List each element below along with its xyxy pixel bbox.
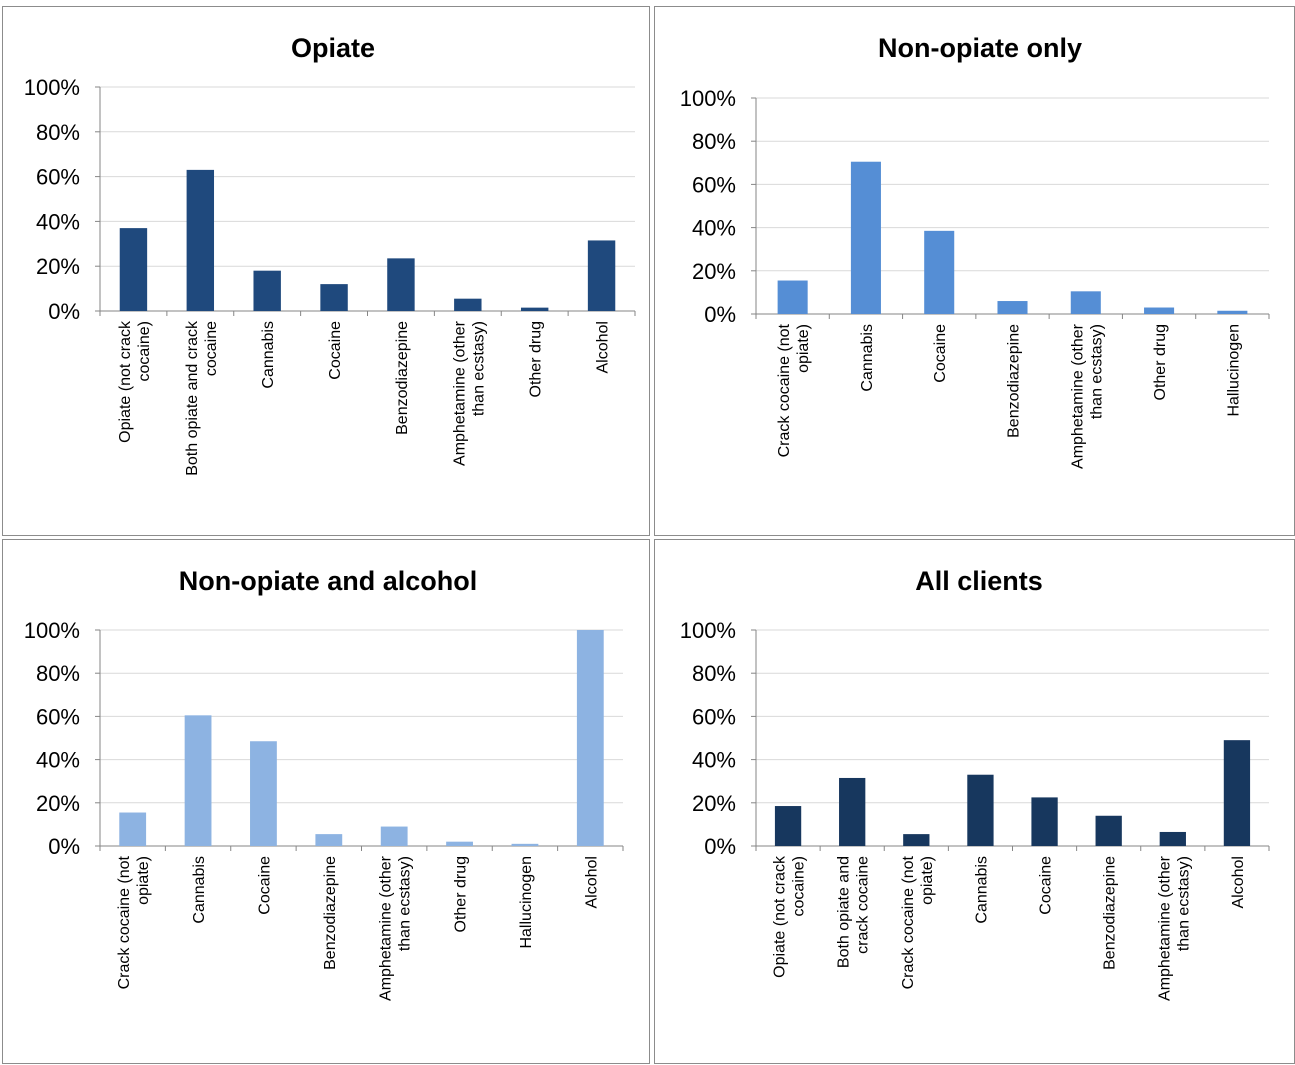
- bar: [520, 307, 549, 311]
- y-tick-label: 0%: [704, 834, 736, 859]
- y-tick-label: 20%: [36, 791, 80, 816]
- x-tick-label: Cocaine: [1038, 856, 1055, 915]
- y-tick-label: 40%: [692, 216, 736, 241]
- x-tick-label: Cocaine: [932, 324, 949, 383]
- bar: [184, 715, 212, 846]
- bar: [454, 298, 482, 311]
- x-tick-label: Benzodiazepine: [394, 321, 411, 435]
- y-tick-label: 100%: [680, 86, 736, 111]
- bar: [924, 230, 955, 314]
- x-tick-label: Cannabis: [859, 324, 876, 392]
- x-tick-label: Crack cocaine (not opiate): [116, 855, 152, 989]
- y-tick-label: 80%: [692, 661, 736, 686]
- bar: [967, 774, 994, 846]
- x-tick-label: Amphetamine (other than ecstasy): [451, 320, 487, 466]
- bar: [250, 741, 277, 846]
- bar: [839, 777, 866, 846]
- bar: [119, 228, 148, 311]
- bar: [186, 169, 215, 311]
- chart-non-opiate-and-alcohol: Non-opiate and alcohol 0% 20% 40% 60% 80% 100%…: [24, 566, 624, 1001]
- x-tick-label: Both opiate and crack cocaine: [836, 856, 872, 968]
- y-tick-label: 60%: [36, 704, 80, 729]
- bar: [997, 301, 1028, 314]
- x-tick-label: Alcohol: [1230, 856, 1247, 908]
- y-tick-label: 80%: [36, 120, 80, 145]
- chart-panel-non-opiate-and-alcohol: Non-opiate and alcohol 0% 20% 40% 60% 80% 100%…: [2, 539, 650, 1064]
- y-tick-label: 80%: [36, 661, 80, 686]
- bar: [1223, 740, 1251, 846]
- x-tick-label: Benzodiazepine: [1006, 324, 1023, 438]
- bar: [1095, 815, 1122, 846]
- x-tick-label: Alcohol: [595, 321, 612, 373]
- chart-title: Non-opiate only: [878, 33, 1082, 63]
- x-tick-label: Opiate (not crack cocaine): [772, 855, 808, 978]
- y-tick-label: 0%: [704, 302, 736, 327]
- y-tick-label: 0%: [48, 299, 80, 324]
- x-tick-label: Cocaine: [327, 321, 344, 380]
- chart-all-clients: All clients 0% 20% 40% 60% 80% 100% Opiate (not…: [680, 566, 1270, 1001]
- bar: [315, 834, 343, 846]
- bar: [119, 812, 147, 846]
- bar: [511, 843, 539, 846]
- y-tick-label: 20%: [692, 259, 736, 284]
- bar: [1217, 310, 1248, 314]
- chart-title: All clients: [915, 566, 1043, 596]
- bar: [1144, 307, 1175, 314]
- x-tick-label: Benzodiazepine: [1102, 856, 1119, 970]
- bar: [576, 630, 604, 846]
- x-tick-label: Alcohol: [583, 856, 600, 908]
- y-tick-label: 40%: [36, 748, 80, 773]
- x-tick-label: Other drug: [453, 856, 470, 932]
- bar: [380, 826, 408, 846]
- chart-opiate: Opiate 0% 20% 40% 60% 80% 100% Opiate (not crac…: [24, 33, 636, 476]
- y-tick-label: 20%: [692, 791, 736, 816]
- x-tick-label: Opiate (not crack cocaine): [117, 320, 153, 443]
- bar: [1159, 831, 1186, 846]
- x-tick-label: Hallucinogen: [518, 856, 535, 949]
- bar: [777, 280, 808, 314]
- y-tick-label: 100%: [680, 618, 736, 643]
- bar: [446, 841, 473, 846]
- y-tick-label: 60%: [692, 704, 736, 729]
- chart-panel-opiate: Opiate 0% 20% 40% 60% 80% 100% Opiate (not crac…: [2, 6, 650, 536]
- bar: [1070, 291, 1101, 314]
- x-tick-label: Amphetamine (other than ecstasy): [1156, 855, 1192, 1001]
- bar: [1031, 797, 1058, 846]
- chart-title: Opiate: [291, 33, 375, 63]
- bar: [387, 258, 415, 311]
- y-tick-label: 80%: [692, 129, 736, 154]
- chart-panel-all-clients: All clients 0% 20% 40% 60% 80% 100% Opiate (not…: [654, 539, 1295, 1064]
- x-tick-label: Amphetamine (other than ecstasy): [1069, 323, 1105, 469]
- x-tick-label: Cocaine: [256, 856, 273, 915]
- x-tick-label: Crack cocaine (not opiate): [900, 855, 936, 989]
- bar: [850, 161, 881, 314]
- x-tick-label: Cannabis: [260, 321, 277, 389]
- bar: [253, 270, 281, 311]
- y-tick-label: 100%: [24, 75, 80, 100]
- x-tick-label: Other drug: [528, 321, 545, 397]
- x-tick-label: Cannabis: [973, 856, 990, 924]
- y-tick-label: 60%: [36, 165, 80, 190]
- x-tick-label: Crack cocaine (not opiate): [776, 323, 812, 457]
- x-tick-label: Other drug: [1152, 324, 1169, 400]
- x-tick-label: Benzodiazepine: [322, 856, 339, 970]
- x-tick-label: Both opiate and crack cocaine: [184, 320, 220, 476]
- x-tick-label: Amphetamine (other than ecstasy): [378, 855, 414, 1001]
- y-tick-label: 20%: [36, 254, 80, 279]
- y-tick-label: 100%: [24, 618, 80, 643]
- bar: [903, 834, 930, 846]
- x-tick-label: Cannabis: [191, 856, 208, 924]
- chart-non-opiate-only: Non-opiate only 0% 20% 40% 60% 80% 100% Crack c…: [680, 33, 1270, 469]
- x-tick-label: Hallucinogen: [1225, 324, 1242, 417]
- bar: [774, 806, 802, 846]
- y-tick-label: 40%: [692, 748, 736, 773]
- bar: [587, 240, 616, 311]
- y-tick-label: 60%: [692, 172, 736, 197]
- y-tick-label: 40%: [36, 209, 80, 234]
- bar: [320, 284, 348, 311]
- y-tick-label: 0%: [48, 834, 80, 859]
- chart-panel-non-opiate-only: Non-opiate only 0% 20% 40% 60% 80% 100% Crack c…: [654, 6, 1295, 536]
- chart-title: Non-opiate and alcohol: [179, 566, 478, 596]
